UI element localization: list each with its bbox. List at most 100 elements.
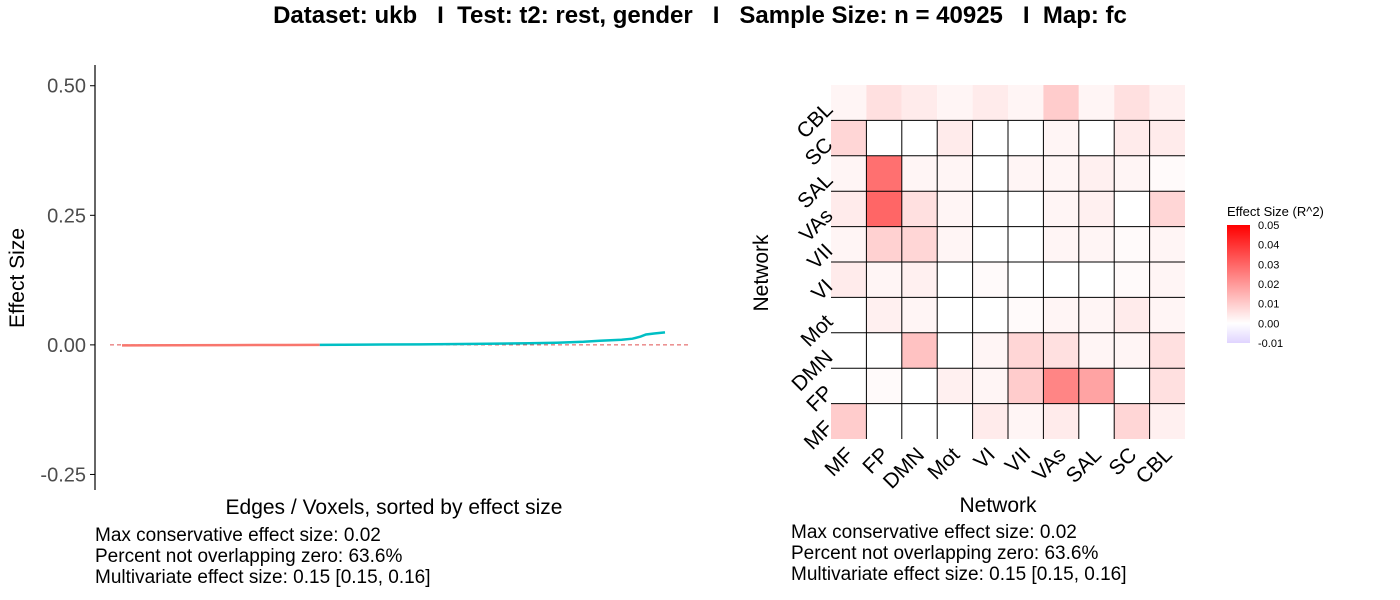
heatmap-cell (901, 403, 938, 439)
heatmap-cell (1114, 85, 1150, 121)
heatmap-cell (1008, 332, 1044, 369)
stat-percent-not-overlapping: Percent not overlapping zero: 63.6% (95, 546, 403, 567)
heatmap-cell (972, 155, 1008, 192)
heatmap-cell (1114, 368, 1150, 404)
heatmap-cell (1043, 155, 1079, 192)
heatmap-cell (937, 262, 973, 298)
heatmap-cell (866, 155, 902, 192)
y-tick-label: 0.00 (47, 335, 86, 357)
heatmap-cell (937, 403, 973, 439)
legend-tick-label: 0.03 (1258, 259, 1279, 271)
heatmap-cell (831, 85, 867, 121)
heatmap-cell (972, 262, 1008, 298)
heatmap-x-tick-label: DMN (879, 443, 929, 493)
heatmap-cell (1043, 403, 1079, 439)
legend-tick-label: 0.02 (1258, 279, 1279, 291)
stat-max-conservative: Max conservative effect size: 0.02 (95, 525, 381, 546)
legend-tick-label: -0.01 (1258, 338, 1283, 350)
heatmap-cell (1078, 120, 1115, 156)
heatmap-cell (1078, 262, 1115, 298)
legend-tick-label: 0.05 (1258, 220, 1279, 232)
x-axis-label: Edges / Voxels, sorted by effect size (226, 496, 563, 519)
heatmap-cell (866, 262, 902, 298)
heatmap-x-tick-label: SAL (1062, 443, 1106, 487)
y-axis-label: Effect Size (6, 228, 29, 328)
heatmap-cell (1149, 191, 1185, 227)
heatmap-cell (1008, 262, 1044, 298)
heatmap-cell (901, 226, 938, 262)
heatmap-cell (1008, 155, 1044, 192)
heatmap-cell (866, 191, 902, 227)
heatmap-cell (1008, 226, 1044, 262)
heatmap-cell (972, 120, 1008, 156)
heatmap-cell (1149, 85, 1185, 121)
heatmap-cell (901, 297, 938, 333)
line-series-0 (121, 343, 320, 347)
heatmap-cell (1008, 191, 1044, 227)
legend-tick-labels: 0.05 0.04 0.03 0.02 0.01 0.00 -0.01 (1258, 220, 1283, 350)
heatmap-cell (901, 155, 938, 192)
heatmap-cell (1149, 155, 1185, 192)
heatmap-cell (901, 120, 938, 156)
heatmap-cell (901, 332, 938, 369)
heatmap-cell (1043, 191, 1079, 227)
heatmap-cell (1149, 262, 1185, 298)
heatmap-legend: Effect Size (R^2) 0.050.040.030.020.010.… (1227, 204, 1324, 350)
heatmap-cell (937, 120, 973, 156)
stat-percent-not-overlapping: Percent not overlapping zero: 63.6% (791, 543, 1099, 564)
heatmap-cell (1114, 226, 1150, 262)
heatmap-cell (972, 332, 1008, 369)
heatmap-cell (866, 120, 902, 156)
heatmap-cell (1149, 403, 1185, 439)
heatmap-cell (831, 226, 867, 262)
heatmap-cell (1114, 191, 1150, 227)
heatmap-cell (901, 262, 938, 298)
heatmap-y-tick-label: SAL (793, 169, 837, 213)
heatmap-cell (901, 191, 938, 227)
heatmap-cell (972, 403, 1008, 439)
heatmap-cell (937, 297, 973, 333)
heatmap-x-tick-label: MF (821, 443, 859, 481)
heatmap-cell (1114, 155, 1150, 192)
heatmap-y-axis-label: Network (750, 234, 773, 312)
stat-multivariate: Multivariate effect size: 0.15 [0.15, 0.… (95, 567, 431, 588)
heatmap-cell (1008, 120, 1044, 156)
heatmap-y-tick-label: DMN (787, 346, 837, 396)
heatmap-cell (1078, 332, 1115, 369)
legend-title: Effect Size (R^2) (1227, 204, 1324, 219)
stat-multivariate: Multivariate effect size: 0.15 [0.15, 0.… (791, 564, 1127, 585)
heatmap-cell (866, 368, 902, 404)
heatmap-x-tick-label: VAs (1028, 443, 1070, 485)
heatmap-cell (972, 368, 1008, 404)
heatmap-cell (1008, 368, 1044, 404)
line-series (121, 331, 666, 347)
heatmap-cell (1114, 120, 1150, 156)
heatmap-cell (866, 297, 902, 333)
heatmap-cell (1149, 120, 1185, 156)
heatmap-cell (972, 297, 1008, 333)
heatmap-cell (1008, 85, 1044, 121)
y-tick-label: 0.25 (47, 205, 86, 227)
heatmap-cell (1008, 297, 1044, 333)
heatmap-cell (831, 191, 867, 227)
heatmap-cell (1114, 403, 1150, 439)
heatmap-cell (866, 226, 902, 262)
heatmap-cell (972, 191, 1008, 227)
heatmap-cell (1149, 332, 1185, 369)
legend-tick-label: 0.01 (1258, 299, 1279, 311)
y-tick-label: -0.25 (40, 464, 86, 486)
heatmap-cell (1114, 262, 1150, 298)
legend-tick-label: 0.00 (1258, 318, 1279, 330)
heatmap-cell (831, 332, 867, 369)
heatmap-cell (972, 85, 1008, 121)
heatmap-cell (866, 403, 902, 439)
heatmap-cell (1078, 368, 1115, 404)
line-chart: 0.50 0.25 0.00 -0.25 Edges / Voxels, sorted… (6, 65, 690, 519)
heatmap-x-tick-label: CBL (1132, 443, 1177, 488)
line-chart-stats: Max conservative effect size: 0.02 Perce… (95, 525, 431, 588)
heatmap-cell (1043, 368, 1079, 404)
heatmap-cell (866, 85, 902, 121)
heatmap-cell (831, 120, 867, 156)
heatmap-cell (901, 85, 938, 121)
